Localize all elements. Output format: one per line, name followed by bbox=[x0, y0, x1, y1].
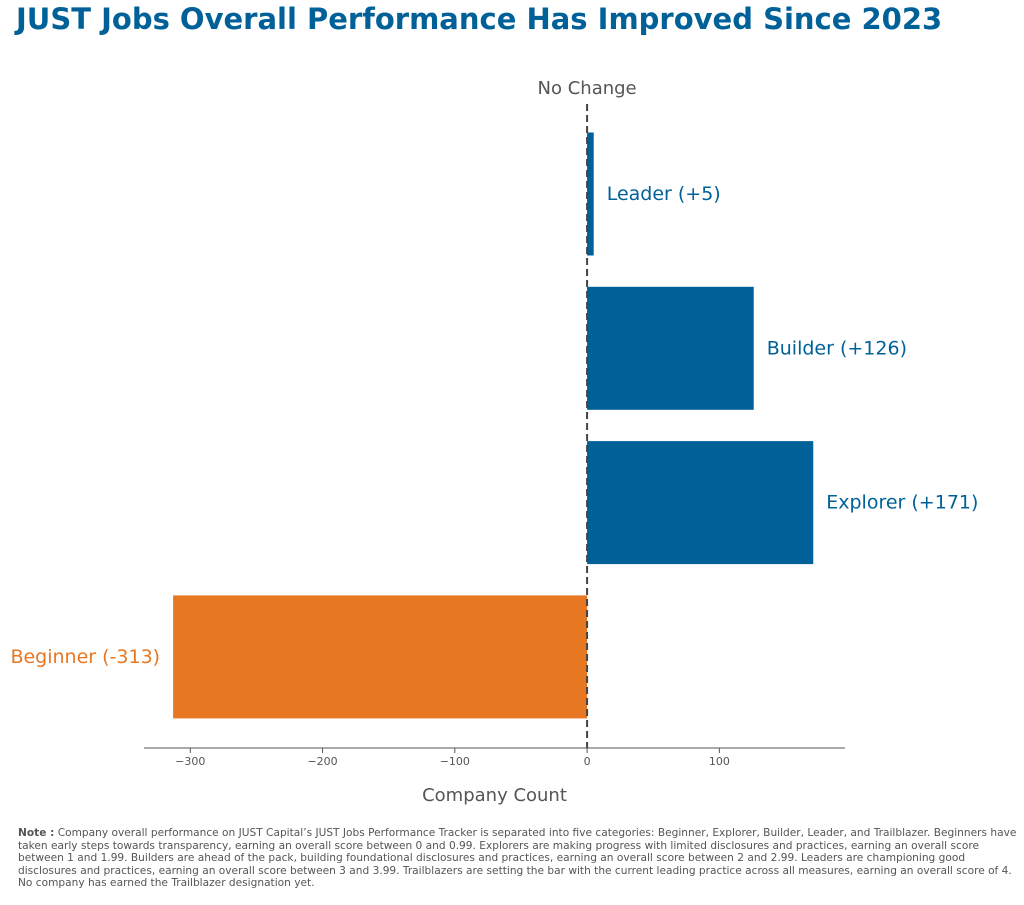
bar-labels-group: Leader (+5) Builder (+126) Explorer (+171)… bbox=[10, 183, 978, 668]
bar-beginner bbox=[173, 595, 588, 719]
note-label: Note : bbox=[18, 827, 55, 839]
bar-label-leader: Leader (+5) bbox=[607, 183, 721, 205]
x-tick-label: −200 bbox=[307, 755, 337, 768]
x-tick-label: 0 bbox=[584, 755, 591, 768]
chart-title: JUST Jobs Overall Performance Has Improv… bbox=[16, 2, 943, 36]
footnote: Note : Company overall performance on JU… bbox=[18, 827, 1018, 890]
bar-leader bbox=[587, 132, 594, 256]
x-tick-label: −100 bbox=[440, 755, 470, 768]
bars-group bbox=[173, 132, 814, 719]
x-axis-label: Company Count bbox=[422, 785, 567, 806]
x-ticks-group: −300 −200 −100 0 100 bbox=[175, 748, 730, 768]
bar-label-explorer: Explorer (+171) bbox=[826, 492, 978, 514]
x-tick-label: 100 bbox=[709, 755, 730, 768]
bar-explorer bbox=[587, 441, 814, 565]
bar-chart: Leader (+5) Builder (+126) Explorer (+171)… bbox=[10, 78, 978, 806]
bar-label-beginner: Beginner (-313) bbox=[10, 646, 160, 668]
bar-label-builder: Builder (+126) bbox=[767, 337, 907, 359]
x-tick-label: −300 bbox=[175, 755, 205, 768]
bar-builder bbox=[587, 286, 754, 410]
note-text: Company overall performance on JUST Capi… bbox=[18, 827, 1017, 890]
no-change-label: No Change bbox=[538, 78, 637, 99]
